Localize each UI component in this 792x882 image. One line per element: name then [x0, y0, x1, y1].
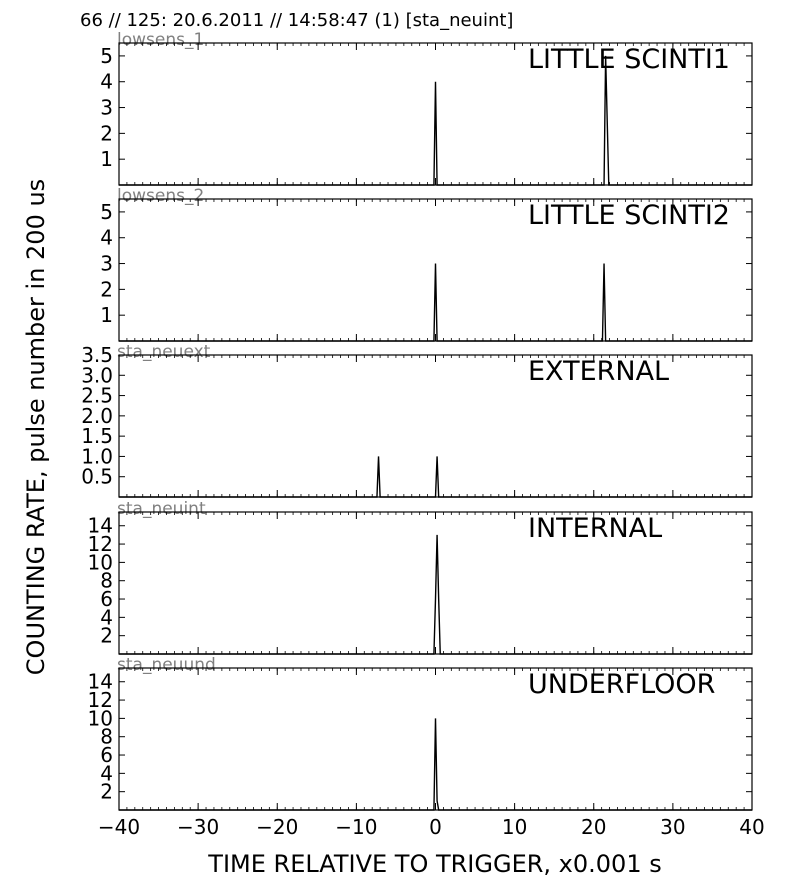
y-tick-label: 2.0: [81, 404, 113, 428]
channel-label: lowsens_2: [117, 186, 204, 206]
x-tick-label: 0: [429, 815, 442, 839]
y-tick-label: 5: [100, 200, 113, 224]
data-line: [119, 55, 752, 186]
y-tick-label: 0.5: [81, 465, 113, 489]
y-tick-label: 8: [100, 725, 113, 749]
y-tick-label: 4: [100, 761, 113, 785]
y-tick-label: 1: [100, 147, 113, 171]
panel-title: INTERNAL: [528, 513, 662, 544]
panel-title: LITTLE SCINTI2: [528, 200, 730, 231]
y-tick-label: 3: [100, 96, 113, 120]
x-tick-label: 10: [502, 815, 527, 839]
x-tick-label: 30: [660, 815, 685, 839]
x-tick-label: −20: [256, 815, 298, 839]
y-tick-label: 4: [100, 226, 113, 250]
channel-label: lowsens_1: [117, 30, 204, 50]
y-tick-label: 12: [88, 688, 113, 712]
x-tick-label: 20: [581, 815, 606, 839]
y-tick-label: 3.0: [81, 363, 113, 387]
channel-label: sta_neuext: [117, 342, 211, 362]
y-tick-label: 1.0: [81, 444, 113, 468]
y-tick-label: 5: [100, 44, 113, 68]
y-tick-label: 4: [100, 70, 113, 94]
data-line: [119, 718, 752, 811]
y-tick-label: 10: [88, 706, 113, 730]
y-tick-label: 4: [100, 605, 113, 629]
panel-title: EXTERNAL: [528, 356, 669, 387]
y-tick-label: 2: [100, 780, 113, 804]
y-tick-label: 1.5: [81, 424, 113, 448]
x-tick-label: −10: [335, 815, 377, 839]
y-axis-label: COUNTING RATE, pulse number in 200 us: [22, 179, 50, 675]
y-tick-label: 2: [100, 121, 113, 145]
channel-label: sta_neuund: [117, 655, 216, 675]
y-tick-label: 6: [100, 743, 113, 767]
y-tick-label: 10: [88, 550, 113, 574]
y-tick-label: 3: [100, 252, 113, 276]
panel-title: LITTLE SCINTI1: [528, 44, 730, 75]
channel-label: sta_neuint: [117, 499, 206, 519]
y-tick-label: 2: [100, 277, 113, 301]
y-tick-label: 3.5: [81, 343, 113, 367]
data-line: [119, 534, 752, 655]
y-tick-label: 12: [88, 532, 113, 556]
x-tick-label: −40: [98, 815, 140, 839]
chart-header: 66 // 125: 20.6.2011 // 14:58:47 (1) [st…: [80, 10, 513, 31]
y-tick-label: 8: [100, 569, 113, 593]
x-tick-label: −30: [177, 815, 219, 839]
x-axis-label: TIME RELATIVE TO TRIGGER, x0.001 s: [207, 850, 661, 878]
x-tick-label: 40: [739, 815, 764, 839]
y-tick-label: 14: [88, 670, 113, 694]
data-line: [119, 263, 752, 342]
y-tick-label: 1: [100, 303, 113, 327]
data-line: [119, 456, 752, 498]
y-tick-label: 2: [100, 624, 113, 648]
y-tick-label: 14: [88, 514, 113, 538]
y-tick-label: 2.5: [81, 384, 113, 408]
y-tick-label: 6: [100, 587, 113, 611]
panel-title: UNDERFLOOR: [528, 669, 715, 700]
panel-3: sta_neuext 0.51.01.52.02.53.03.5 EXTERNAL: [81, 342, 753, 498]
